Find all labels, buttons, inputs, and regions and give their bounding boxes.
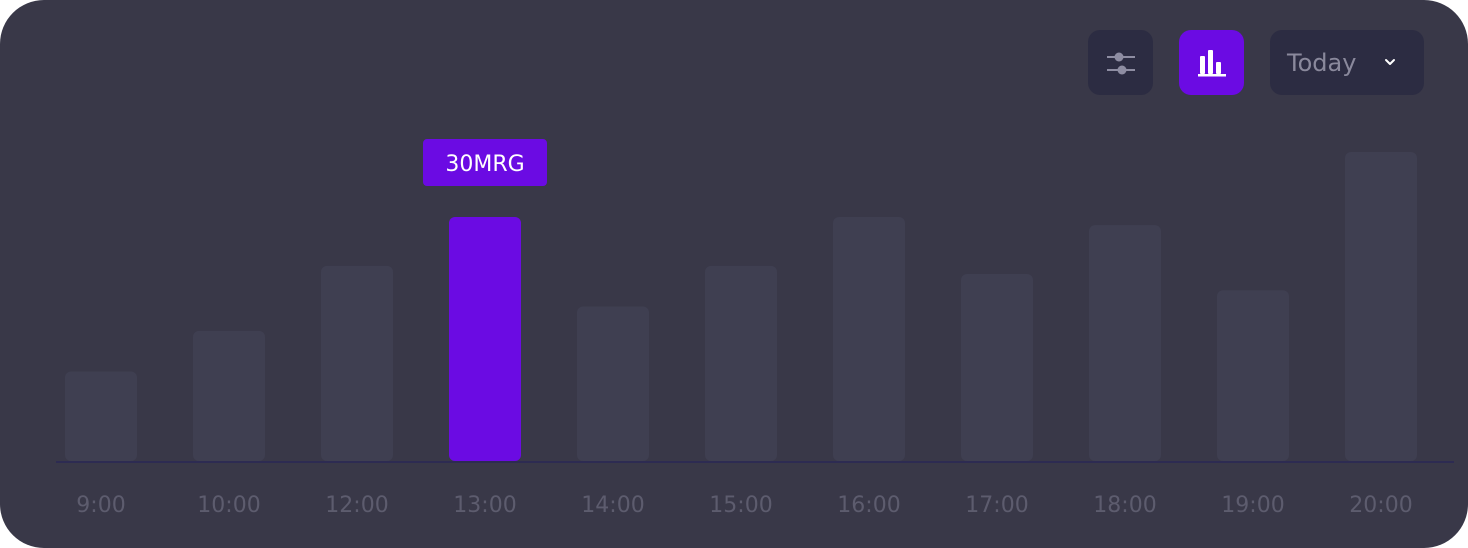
period-label: Today — [1287, 48, 1357, 77]
bar[interactable] — [193, 330, 265, 461]
x-tick-label: 19:00 — [1221, 493, 1284, 518]
tooltip-label: 30MRG — [445, 152, 524, 177]
x-tick-label: 13:00 — [453, 493, 516, 518]
bar-chart-icon — [1197, 49, 1226, 76]
bar[interactable] — [577, 306, 649, 462]
bar[interactable] — [1217, 290, 1289, 461]
chevron-down-icon — [1385, 59, 1395, 65]
x-tick-label: 18:00 — [1093, 493, 1156, 518]
bar[interactable] — [449, 217, 521, 461]
bar[interactable] — [705, 265, 777, 461]
bar[interactable] — [1345, 152, 1417, 461]
bar[interactable] — [1089, 225, 1161, 461]
bar[interactable] — [321, 265, 393, 461]
bar[interactable] — [961, 273, 1033, 461]
x-tick-label: 20:00 — [1349, 493, 1412, 518]
sliders-icon — [1106, 52, 1135, 74]
x-tick-label: 9:00 — [76, 493, 125, 518]
bar[interactable] — [833, 217, 905, 461]
x-tick-label: 16:00 — [837, 493, 900, 518]
tooltip-box — [423, 139, 547, 187]
bar[interactable] — [65, 371, 137, 461]
period-dropdown[interactable]: Today — [1270, 30, 1424, 95]
x-tick-label: 12:00 — [325, 493, 388, 518]
x-tick-label: 15:00 — [709, 493, 772, 518]
x-tick-label: 14:00 — [581, 493, 644, 518]
x-tick-label: 17:00 — [965, 493, 1028, 518]
x-tick-label: 10:00 — [197, 493, 260, 518]
filter-button[interactable] — [1088, 30, 1153, 95]
bar-chart-button[interactable] — [1179, 30, 1244, 95]
